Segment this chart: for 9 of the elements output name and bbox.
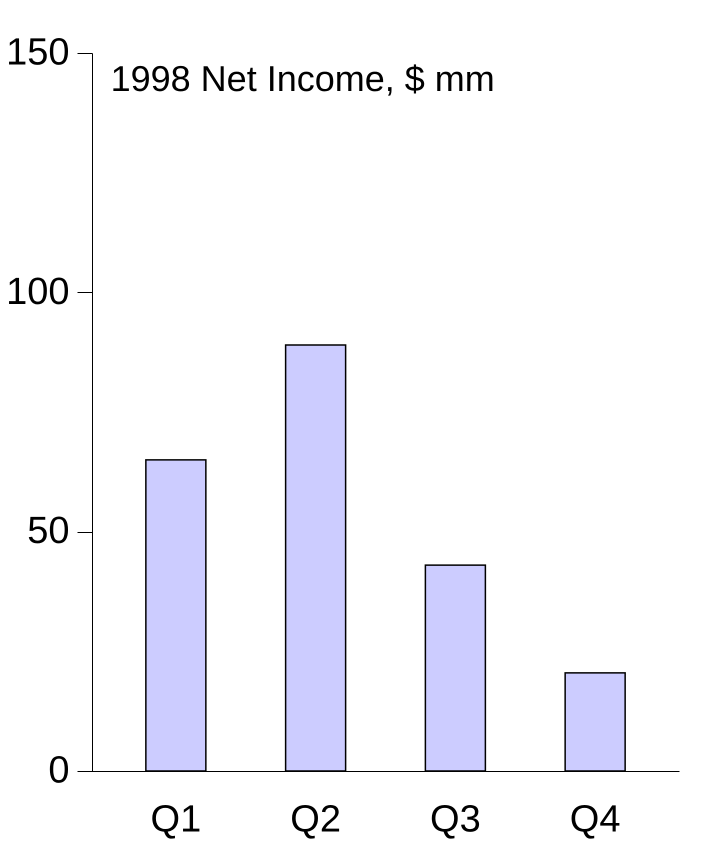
y-tick-label: 50 <box>27 510 70 552</box>
y-tick-label: 100 <box>6 270 70 313</box>
chart-title: 1998 Net Income, $ mm <box>110 58 495 99</box>
y-tick-label: 0 <box>48 750 70 792</box>
x-tick-label: Q3 <box>430 798 481 840</box>
y-tick-label: 150 <box>6 32 70 74</box>
x-tick-label: Q1 <box>150 798 202 840</box>
x-tick-label: Q2 <box>290 798 341 840</box>
x-tick-label: Q4 <box>570 798 620 840</box>
